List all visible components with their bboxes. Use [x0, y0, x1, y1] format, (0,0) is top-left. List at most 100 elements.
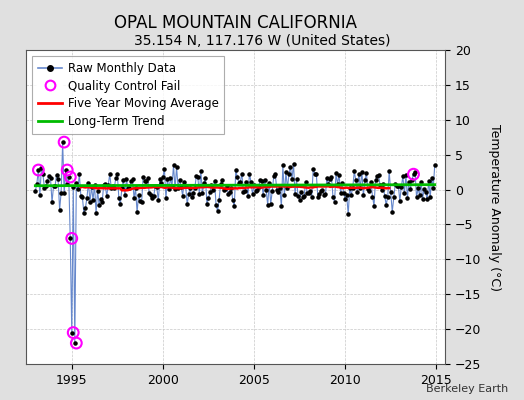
Point — [417, 178, 425, 185]
Point — [338, 180, 346, 187]
Point — [212, 202, 220, 208]
Point — [148, 194, 157, 201]
Point — [264, 202, 272, 208]
Point — [45, 172, 53, 179]
Point — [103, 193, 111, 200]
Point — [301, 179, 310, 186]
Point — [57, 189, 66, 196]
Point — [93, 187, 102, 194]
Point — [78, 194, 86, 200]
Text: Berkeley Earth: Berkeley Earth — [426, 384, 508, 394]
Point — [127, 178, 135, 184]
Point — [323, 175, 331, 181]
Point — [286, 164, 294, 170]
Point — [397, 184, 406, 190]
Point — [137, 199, 146, 205]
Point — [39, 171, 47, 178]
Point — [296, 196, 304, 203]
Point — [46, 175, 54, 182]
Point — [367, 178, 375, 185]
Point — [356, 185, 365, 191]
Point — [312, 170, 321, 177]
Point — [282, 169, 290, 175]
Point — [31, 188, 39, 194]
Point — [152, 184, 161, 191]
Point — [51, 183, 59, 190]
Point — [203, 201, 211, 207]
Point — [309, 165, 318, 172]
Point — [163, 176, 172, 182]
Point — [329, 194, 337, 201]
Point — [406, 186, 414, 192]
Point — [110, 185, 118, 192]
Point — [289, 160, 298, 167]
Point — [272, 186, 281, 193]
Point — [34, 167, 42, 173]
Y-axis label: Temperature Anomaly (°C): Temperature Anomaly (°C) — [488, 124, 501, 290]
Point — [177, 184, 185, 190]
Point — [308, 194, 316, 200]
Point — [101, 181, 110, 188]
Point — [218, 177, 226, 184]
Point — [198, 190, 206, 196]
Point — [352, 177, 360, 184]
Point — [83, 194, 91, 201]
Point — [394, 182, 402, 189]
Point — [364, 186, 372, 192]
Point — [345, 185, 354, 192]
Point — [244, 193, 252, 199]
Point — [168, 183, 176, 189]
Point — [238, 170, 246, 177]
Point — [239, 189, 247, 195]
Point — [72, 180, 81, 186]
Point — [69, 184, 78, 190]
Point — [303, 190, 311, 196]
Point — [90, 182, 99, 188]
Point — [227, 184, 235, 191]
Point — [245, 170, 254, 177]
Point — [330, 198, 339, 205]
Point — [269, 173, 278, 180]
Point — [68, 330, 76, 336]
Point — [419, 196, 427, 202]
Point — [318, 187, 326, 193]
Point — [414, 185, 422, 191]
Point — [104, 182, 113, 188]
Point — [262, 187, 270, 194]
Point — [283, 185, 292, 192]
Point — [189, 190, 198, 196]
Point — [374, 172, 383, 178]
Point — [96, 195, 105, 202]
Point — [192, 173, 201, 180]
Point — [388, 208, 397, 215]
Point — [74, 185, 82, 192]
Point — [399, 173, 407, 180]
Point — [314, 194, 322, 200]
Point — [56, 206, 64, 213]
Point — [343, 192, 351, 198]
Point — [147, 191, 155, 198]
Point — [154, 197, 162, 203]
Point — [335, 172, 343, 178]
Point — [188, 194, 196, 201]
Point — [52, 171, 61, 178]
Point — [112, 174, 120, 181]
Point — [252, 188, 260, 195]
Point — [344, 211, 352, 218]
Point — [365, 188, 374, 194]
Point — [257, 178, 266, 184]
Point — [216, 181, 225, 187]
Point — [107, 184, 115, 191]
Point — [151, 182, 159, 189]
Point — [174, 184, 182, 191]
Point — [373, 172, 381, 179]
Point — [66, 174, 74, 180]
Point — [353, 188, 362, 195]
Point — [221, 186, 230, 192]
Point — [121, 192, 129, 198]
Point — [200, 180, 208, 186]
Point — [49, 183, 58, 189]
Point — [128, 176, 137, 182]
Point — [183, 201, 191, 207]
Point — [384, 194, 392, 201]
